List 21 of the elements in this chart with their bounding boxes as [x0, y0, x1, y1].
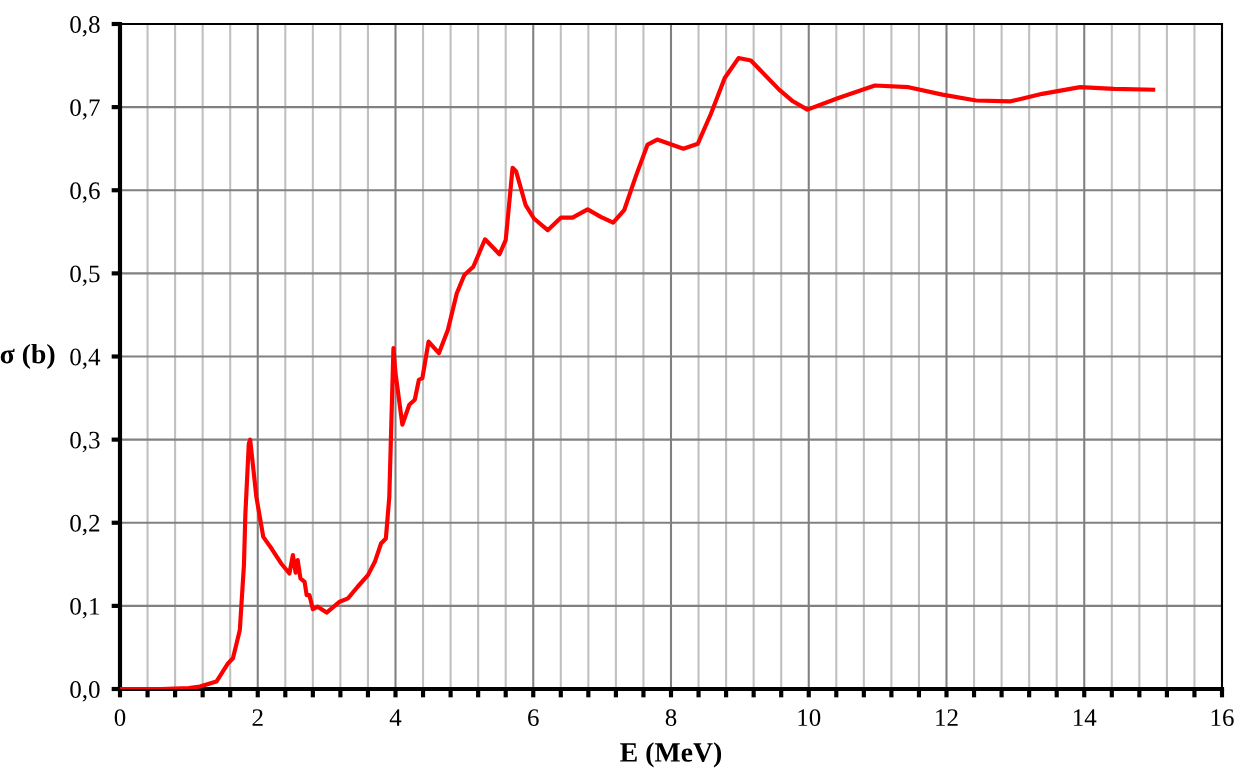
y-tick-label: 0,7: [70, 99, 100, 120]
y-tick-label: 0,2: [70, 514, 100, 536]
y-tick-label: 0,0: [70, 681, 100, 702]
y-tick-label: 0,6: [70, 182, 100, 203]
x-tick-label: 6: [528, 709, 539, 727]
x-tick-label: 14: [1073, 709, 1097, 726]
line-series: [120, 55, 1156, 689]
x-tick-label: 4: [389, 709, 402, 726]
x-tick-label: 10: [798, 709, 821, 727]
y-tick-label: 0,8: [70, 16, 100, 37]
x-tick-label: 16: [1211, 709, 1234, 727]
x-axis-title: E (MeV): [620, 742, 722, 768]
x-tick-label: 0: [114, 709, 126, 727]
x-tick-label: 8: [665, 709, 677, 727]
x-tick-label: 12: [936, 709, 958, 726]
y-tick-label: 0,4: [70, 348, 101, 370]
y-tick-label: 0,3: [70, 431, 100, 453]
x-tick-label: 2: [252, 709, 263, 726]
y-tick-label: 0,1: [70, 597, 100, 619]
y-tick-label: 0,5: [70, 265, 100, 286]
y-axis-title: σ (b): [0, 343, 55, 370]
